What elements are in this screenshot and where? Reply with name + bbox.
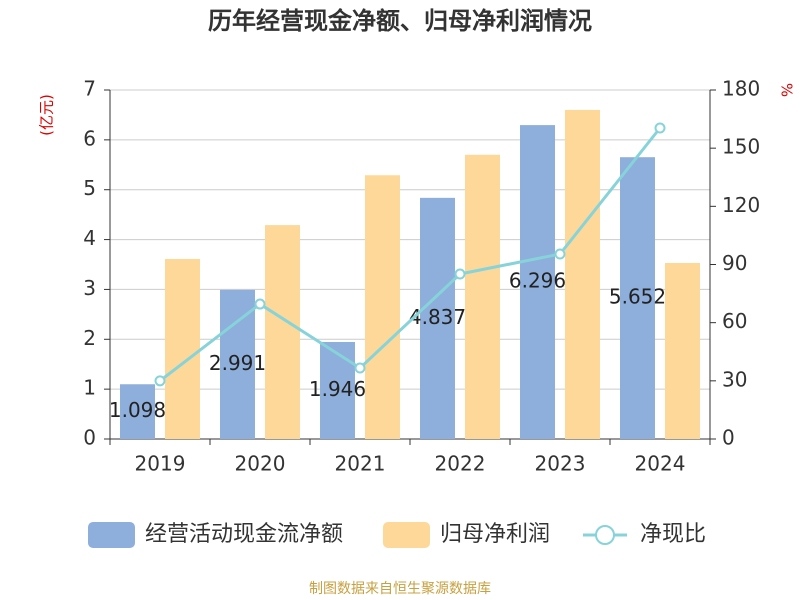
y-tick-label: 5 — [83, 176, 96, 200]
x-tick-label: 2024 — [635, 452, 686, 476]
y2-tick-label: 90 — [722, 251, 747, 275]
y-axis-label: (亿元) — [38, 94, 56, 136]
legend-swatch — [88, 522, 135, 548]
bar — [565, 109, 600, 439]
y-tick-label: 4 — [83, 226, 96, 250]
data-label: 6.296 — [509, 269, 566, 293]
y2-tick-label: 180 — [722, 77, 760, 101]
y-tick-label: 3 — [83, 276, 96, 300]
x-tick-label: 2023 — [535, 452, 586, 476]
bar — [220, 289, 255, 439]
y2-tick-label: 60 — [722, 309, 747, 333]
y-tick-label: 6 — [83, 126, 96, 150]
y2-tick-label: 150 — [722, 135, 760, 159]
legend-label: 归母净利润 — [440, 522, 550, 547]
legend-label: 净现比 — [640, 522, 706, 547]
line-point — [654, 122, 666, 134]
data-label: 1.946 — [309, 377, 366, 401]
bar — [320, 341, 355, 439]
y2-axis-label: % — [778, 83, 796, 97]
line-point — [154, 375, 166, 387]
y2-tick-label: 0 — [722, 426, 735, 450]
data-label: 2.991 — [209, 351, 266, 375]
bar — [120, 384, 155, 439]
line-point — [254, 298, 266, 310]
y-tick-label: 1 — [83, 376, 96, 400]
y-tick-label: 7 — [83, 77, 96, 101]
bar — [265, 225, 300, 439]
y2-tick-label: 30 — [722, 367, 747, 391]
legend-label: 经营活动现金流净额 — [145, 522, 343, 547]
y2-tick-label: 120 — [722, 193, 760, 217]
y-tick-label: 2 — [83, 326, 96, 350]
bar — [465, 154, 500, 440]
x-tick-label: 2020 — [235, 452, 286, 476]
x-tick-label: 2019 — [135, 452, 186, 476]
legend-swatch — [595, 525, 615, 545]
line-point — [554, 248, 566, 260]
chart-title: 历年经营现金净额、归母净利润情况 — [208, 7, 592, 35]
x-tick-label: 2021 — [335, 452, 386, 476]
data-label: 1.098 — [109, 398, 166, 422]
bar — [665, 263, 700, 439]
bar — [520, 125, 555, 439]
data-label: 5.652 — [609, 285, 666, 309]
line-point — [354, 362, 366, 374]
source-note: 制图数据来自恒生聚源数据库 — [309, 581, 491, 597]
bar — [165, 259, 200, 439]
x-tick-label: 2022 — [435, 452, 486, 476]
bar — [365, 175, 400, 439]
y-tick-label: 0 — [83, 426, 96, 450]
line-point — [454, 268, 466, 280]
bar — [620, 157, 655, 439]
legend-swatch — [383, 522, 430, 548]
bar — [420, 197, 455, 439]
line — [159, 127, 662, 383]
data-label: 4.837 — [409, 305, 466, 329]
